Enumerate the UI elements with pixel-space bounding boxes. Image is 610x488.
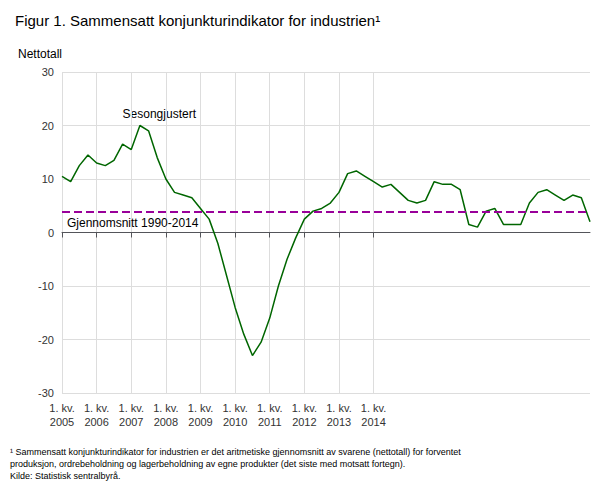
svg-text:30: 30 [42,66,54,78]
svg-text:2005: 2005 [50,416,74,428]
svg-text:1. kv.: 1. kv. [153,402,178,414]
svg-text:1. kv.: 1. kv. [84,402,109,414]
svg-text:2011: 2011 [258,416,282,428]
svg-text:10: 10 [42,173,54,185]
svg-text:2013: 2013 [327,416,351,428]
svg-text:2008: 2008 [154,416,178,428]
svg-text:produksjon, ordrebeholdning og: produksjon, ordrebeholdning og lagerbeho… [10,459,405,469]
svg-text:2007: 2007 [119,416,143,428]
svg-text:-10: -10 [38,280,54,292]
svg-text:¹ Sammensatt konjunkturindikat: ¹ Sammensatt konjunkturindikator for ind… [10,447,461,457]
svg-text:20: 20 [42,120,54,132]
svg-text:1. kv.: 1. kv. [257,402,282,414]
svg-text:1. kv.: 1. kv. [119,402,144,414]
svg-text:Figur 1. Sammensatt konjunktur: Figur 1. Sammensatt konjunkturindikator … [15,12,380,29]
svg-text:Gjennomsnitt 1990-2014: Gjennomsnitt 1990-2014 [67,216,199,230]
svg-text:2012: 2012 [292,416,316,428]
svg-text:1. kv.: 1. kv. [361,402,386,414]
svg-text:Kilde: Statistisk sentralbyrå.: Kilde: Statistisk sentralbyrå. [10,471,121,481]
svg-text:1. kv.: 1. kv. [222,402,247,414]
svg-text:-20: -20 [38,334,54,346]
svg-text:-30: -30 [38,387,54,399]
svg-text:Nettotall: Nettotall [18,47,62,61]
svg-text:1. kv.: 1. kv. [49,402,74,414]
svg-text:1. kv.: 1. kv. [188,402,213,414]
svg-text:1. kv.: 1. kv. [292,402,317,414]
svg-text:2006: 2006 [84,416,108,428]
svg-text:Sesongjustert: Sesongjustert [123,107,197,121]
svg-text:2009: 2009 [188,416,212,428]
svg-text:2014: 2014 [361,416,385,428]
svg-text:2010: 2010 [223,416,247,428]
svg-text:1. kv.: 1. kv. [326,402,351,414]
svg-text:0: 0 [48,227,54,239]
